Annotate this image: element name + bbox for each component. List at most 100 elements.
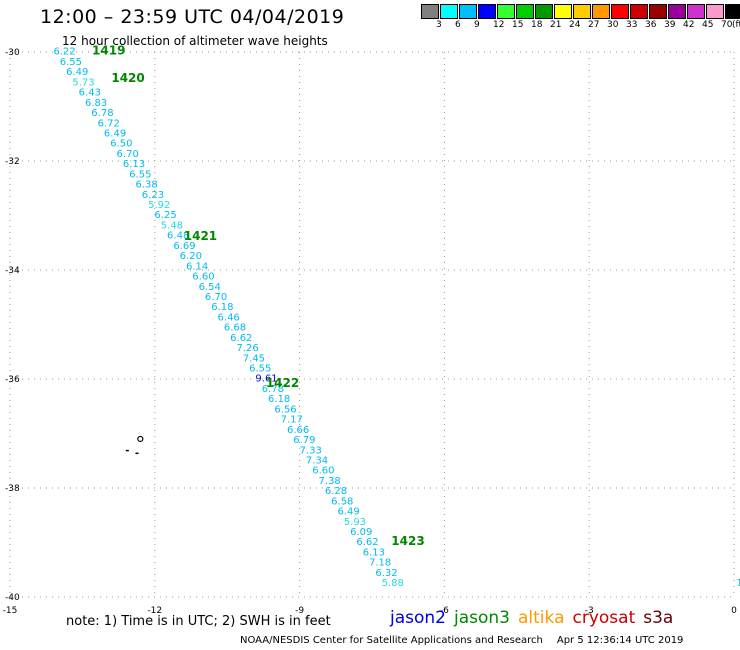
pass-number-label: 1421 xyxy=(184,229,217,243)
pass-number-label: 1423 xyxy=(391,534,424,548)
wave-height-label: 6.09 xyxy=(350,527,372,538)
wave-height-label: 6.55 xyxy=(60,57,82,68)
legend-swatch xyxy=(668,4,686,19)
credit-text: NOAA/NESDIS Center for Satellite Applica… xyxy=(240,635,543,646)
wave-height-label: 6.13 xyxy=(123,159,145,170)
wave-height-label: 7.26 xyxy=(236,343,258,354)
wave-height-label: 6.32 xyxy=(375,568,397,579)
wave-height-label: 6.68 xyxy=(224,323,246,334)
legend-swatches xyxy=(421,4,740,19)
lon-tick-label: -9 xyxy=(295,606,304,616)
legend-swatch xyxy=(725,4,740,19)
wave-height-label: 6.62 xyxy=(356,537,378,548)
wave-height-label: 7.18 xyxy=(369,558,391,569)
wave-height-label: 6.22 xyxy=(53,47,75,58)
wave-height-label: 6.83 xyxy=(85,98,107,109)
legend-swatch xyxy=(611,4,629,19)
legend-label: 45 xyxy=(702,20,714,30)
satellite-s3a: s3a xyxy=(643,608,674,628)
satellite-altika: altika xyxy=(518,608,565,628)
wave-height-label: 6.48 xyxy=(167,231,189,242)
lat-tick-label: -38 xyxy=(5,484,20,494)
wave-height-label: 6.43 xyxy=(79,88,101,99)
wave-height-label: 6.18 xyxy=(268,394,290,405)
satellite-jason2: jason2 xyxy=(390,608,446,628)
legend-label: 21 xyxy=(550,20,562,30)
wave-height-label: 6.60 xyxy=(192,272,214,283)
wave-height-label: 6.69 xyxy=(173,241,195,252)
wave-height-label: 6.49 xyxy=(66,67,88,78)
lat-tick-label: -40 xyxy=(5,593,20,603)
legend-swatch xyxy=(497,4,515,19)
wave-height-label: 5.92 xyxy=(148,200,170,211)
wave-height-label: 9.61 xyxy=(255,374,277,385)
legend-label: 3 xyxy=(436,20,442,30)
legend-label: 42 xyxy=(683,20,695,30)
wave-height-label: 6.13 xyxy=(363,547,385,558)
wave-height-label: 6.54 xyxy=(199,282,221,293)
wave-height-label: 7.33 xyxy=(300,445,322,456)
wave-height-label: 6.58 xyxy=(331,496,353,507)
satellite-legend: jason2 jason3 altika cryosat s3a xyxy=(390,608,681,628)
wave-height-label: 6.60 xyxy=(312,466,334,477)
credit-line: NOAA/NESDIS Center for Satellite Applica… xyxy=(240,635,683,646)
wave-height-label: 6.70 xyxy=(205,292,227,303)
legend-label: 36 xyxy=(645,20,657,30)
wave-height-label: 6.50 xyxy=(110,139,132,150)
legend-label: 70 xyxy=(721,20,733,30)
legend-swatch xyxy=(478,4,496,19)
wave-height-label: 6.78 xyxy=(91,108,113,119)
wave-height-label: 6.70 xyxy=(117,149,139,160)
legend-swatch xyxy=(649,4,667,19)
wave-height-label: 6.66 xyxy=(287,425,309,436)
legend-swatch xyxy=(687,4,705,19)
wave-height-label: 5.88 xyxy=(382,578,404,589)
map-title: 12:00 – 23:59 UTC 04/04/2019 xyxy=(40,6,345,28)
legend-label: 12 xyxy=(493,20,505,30)
legend-swatch xyxy=(706,4,724,19)
wave-height-label: 5.93 xyxy=(344,517,366,528)
satellite-cryosat: cryosat xyxy=(572,608,636,628)
wave-height-label: 6.23 xyxy=(142,190,164,201)
legend-swatch xyxy=(459,4,477,19)
wave-height-label: 1 xyxy=(736,578,740,589)
wave-height-label: 6.55 xyxy=(129,169,151,180)
legend-swatch xyxy=(630,4,648,19)
legend-label: 24 xyxy=(569,20,581,30)
legend-label: 18 xyxy=(531,20,543,30)
wave-height-label: 6.49 xyxy=(337,507,359,518)
lat-tick-label: -36 xyxy=(5,375,20,385)
legend-label: 15 xyxy=(512,20,524,30)
legend-swatch xyxy=(516,4,534,19)
legend-label: 30 xyxy=(607,20,619,30)
legend-swatch xyxy=(573,4,591,19)
wave-height-label: 5.73 xyxy=(72,77,94,88)
legend-label: 33 xyxy=(626,20,638,30)
pass-number-label: 1419 xyxy=(92,44,125,58)
island-outline xyxy=(125,449,129,452)
wave-height-label: 6.14 xyxy=(186,261,208,272)
wave-height-label: 7.45 xyxy=(243,353,265,364)
wave-height-label: 6.25 xyxy=(154,210,176,221)
legend-label: 39 xyxy=(664,20,676,30)
satellite-jason3: jason3 xyxy=(454,608,510,628)
legend-swatch xyxy=(535,4,553,19)
legend-label: 27 xyxy=(588,20,600,30)
wave-height-label: 6.28 xyxy=(325,486,347,497)
lon-tick-label: -15 xyxy=(3,606,18,616)
wave-height-label: 6.46 xyxy=(218,312,240,323)
wave-height-label: 6.49 xyxy=(104,128,126,139)
lat-tick-label: -32 xyxy=(5,157,20,167)
legend-label: 9 xyxy=(474,20,480,30)
pass-number-label: 1422 xyxy=(266,376,299,390)
wave-height-label: 6.62 xyxy=(230,333,252,344)
wave-height-label: 6.20 xyxy=(180,251,202,262)
wave-height-label: 6.55 xyxy=(249,364,271,375)
lat-tick-label: -30 xyxy=(5,48,20,58)
wave-height-label: 5.48 xyxy=(161,220,183,231)
wave-height-label: 7.17 xyxy=(281,415,303,426)
wave-height-label: 6.79 xyxy=(293,435,315,446)
